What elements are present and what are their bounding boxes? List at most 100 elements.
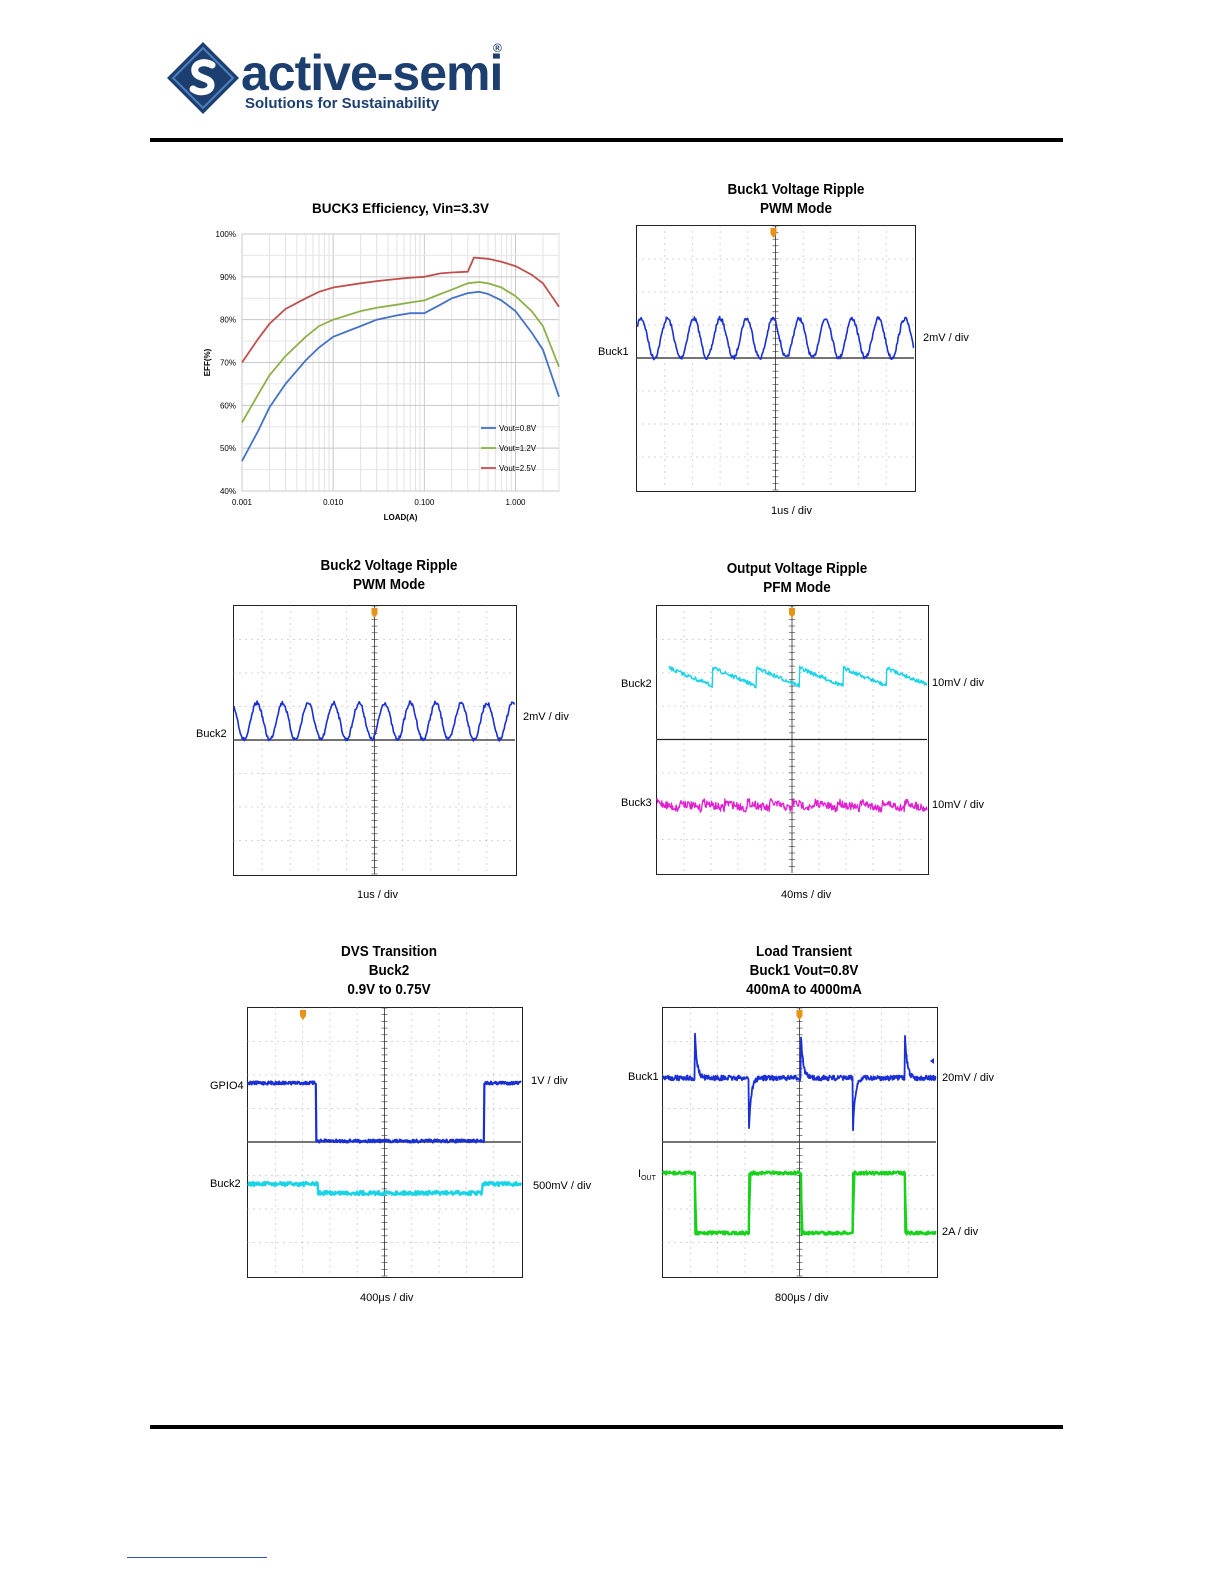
scope-grid-dot xyxy=(858,390,860,392)
scope-grid-dot xyxy=(704,772,706,774)
scope-grid-dot xyxy=(295,1241,297,1244)
scope-grid-dot xyxy=(794,1107,796,1110)
scope-grid-dot xyxy=(458,659,460,661)
scope-grid-dot xyxy=(458,767,460,769)
scope-grid-dot xyxy=(728,638,730,640)
scope-grid-dot xyxy=(493,1073,495,1075)
scope-grid-dot xyxy=(872,653,874,655)
scope-grid-dot xyxy=(239,772,241,775)
scope-grid-dot xyxy=(431,806,433,808)
scope-grid-dot xyxy=(289,785,291,787)
scope-grid-dot xyxy=(274,1121,276,1123)
scope-grid-dot xyxy=(356,1145,358,1147)
scope-grid-dot xyxy=(689,1025,691,1027)
scope-grid-dot xyxy=(274,1235,276,1237)
scope-grid-dot xyxy=(737,695,739,697)
scope-grid-dot xyxy=(732,390,734,392)
scope-grid-dot xyxy=(899,713,901,715)
scope-grid-dot xyxy=(899,647,901,649)
scope-grid-dot xyxy=(493,1223,495,1225)
scope-grid-dot xyxy=(872,605,874,607)
scope-grid-dot xyxy=(737,623,739,625)
scope-grid-dot xyxy=(411,1025,413,1027)
scope-grid-dot xyxy=(295,1040,297,1043)
scope-grid-dot xyxy=(473,705,475,708)
scope-grid-dot xyxy=(433,1241,435,1244)
scope-grid-dot xyxy=(852,324,854,326)
scope-grid-dot xyxy=(764,839,766,841)
scope-grid-dot xyxy=(438,1157,440,1159)
scope-grid-dot xyxy=(493,1271,495,1273)
scope-grid-dot xyxy=(764,659,766,661)
scope-grid-dot xyxy=(239,638,241,641)
scope-grid-dot xyxy=(355,1040,357,1043)
scope-grid-dot xyxy=(317,755,319,757)
scope-grid-dot xyxy=(261,677,263,679)
scope-grid-dot xyxy=(261,779,263,781)
scope-grid-dot xyxy=(890,1241,892,1244)
scope-grid-dot xyxy=(683,629,685,631)
scope-grid-dot xyxy=(914,772,916,774)
scope-grid-dot xyxy=(259,1107,261,1110)
scope-grid-dot xyxy=(830,225,832,227)
scope-grid-dot xyxy=(836,1208,838,1210)
scope-grid-dot xyxy=(870,324,872,326)
scope-grid-dot xyxy=(696,456,698,458)
scope-grid-dot xyxy=(511,1074,513,1076)
scope-grid-dot xyxy=(664,279,666,281)
scope-grid-dot xyxy=(465,1019,467,1021)
scope-grid-dot xyxy=(890,772,892,774)
scope-grid-dot xyxy=(764,707,766,709)
scope-grid-dot xyxy=(818,863,820,865)
scope-grid-dot xyxy=(274,1199,276,1201)
scope-grid-dot xyxy=(419,705,421,708)
scope-grid-dot xyxy=(746,1107,748,1110)
scope-grid-dot xyxy=(438,1127,440,1129)
scope-grid-dot xyxy=(899,623,901,625)
scope-grid-dot xyxy=(932,1241,934,1244)
scope-grid-dot xyxy=(722,1040,724,1043)
scope-grid-dot xyxy=(854,1208,856,1210)
scope-grid-dot xyxy=(493,1199,495,1201)
scope-grid-dot xyxy=(880,1175,882,1177)
scope-grid-dot xyxy=(691,237,693,239)
scope-grid-dot xyxy=(858,279,860,281)
dvs-buck2-scale-label: 500mV / div xyxy=(533,1180,592,1192)
scope-grid-dot xyxy=(880,1061,882,1063)
scope-grid-dot xyxy=(896,1040,898,1043)
scope-grid-dot xyxy=(885,261,887,263)
scope-grid-dot xyxy=(683,677,685,679)
scope-grid-dot xyxy=(818,641,820,643)
scope-grid-dot xyxy=(900,390,902,392)
scope-grid-dot xyxy=(691,441,693,443)
scope-grid-dot xyxy=(710,773,712,775)
scope-grid-dot xyxy=(872,791,874,793)
scope-grid-dot xyxy=(860,1040,862,1043)
scope-grid-dot xyxy=(438,1103,440,1105)
scope-grid-dot xyxy=(486,755,488,757)
scope-grid-dot xyxy=(491,772,493,775)
scope-grid-dot xyxy=(764,863,766,865)
scope-grid-dot xyxy=(885,291,887,293)
scope-grid-dot xyxy=(239,839,241,842)
scope-grid-dot xyxy=(782,705,784,707)
scope-grid-dot xyxy=(493,1187,495,1189)
scope-grid-dot xyxy=(683,701,685,703)
scope-grid-dot xyxy=(411,1055,413,1057)
scope-grid-dot xyxy=(737,689,739,691)
scope-grid-dot xyxy=(719,333,721,335)
lt-iout-edge xyxy=(694,1172,698,1234)
scope-grid-dot xyxy=(726,258,728,260)
scope-grid-dot xyxy=(261,851,263,853)
scope-grid-dot xyxy=(347,672,349,674)
scope-grid-dot xyxy=(728,1174,730,1177)
scope-grid-dot xyxy=(345,809,347,811)
scope-grid-dot xyxy=(830,423,832,425)
scope-grid-dot xyxy=(263,772,265,775)
scope-grid-dot xyxy=(367,1241,369,1244)
scope-grid-dot xyxy=(702,390,704,392)
scope-grid-dot xyxy=(465,1187,467,1189)
scope-grid-dot xyxy=(802,465,804,467)
scope-grid-dot xyxy=(880,1073,882,1075)
scope-grid-dot xyxy=(842,772,844,774)
